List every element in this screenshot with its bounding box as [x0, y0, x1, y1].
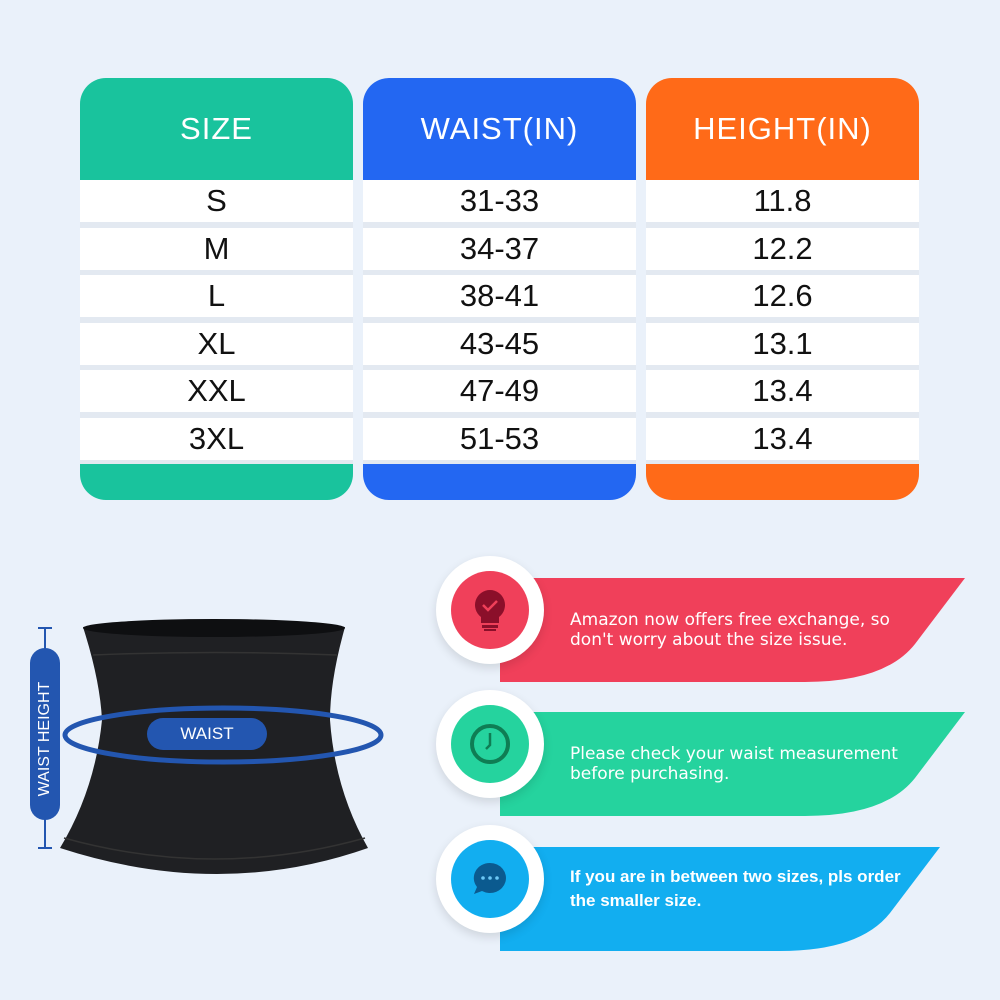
- tip-banner: [500, 578, 965, 682]
- table-cell: M: [80, 227, 353, 270]
- tip-icon-badge: [436, 690, 544, 798]
- table-cell: 38-41: [363, 275, 636, 317]
- tip-text: Please check your waist measurement befo…: [570, 744, 898, 784]
- table-cell: L: [80, 275, 353, 317]
- column-header: HEIGHT(IN): [646, 78, 919, 180]
- waist-label: WAIST: [147, 718, 267, 750]
- table-cell: 12.6: [646, 275, 919, 317]
- waist-height-label: WAIST HEIGHT: [36, 681, 53, 797]
- table-cell: 13.1: [646, 322, 919, 365]
- table-cell: XL: [80, 322, 353, 365]
- table-cell: 31-33: [363, 180, 636, 222]
- tip-banner: [500, 712, 965, 816]
- lightbulb-check-icon: [451, 571, 529, 649]
- table-cell: 3XL: [80, 417, 353, 460]
- column-footer: [646, 464, 919, 500]
- table-cell: 12.2: [646, 227, 919, 270]
- column-footer: [80, 464, 353, 500]
- tip-banner: [500, 847, 940, 951]
- clock-icon: [451, 705, 529, 783]
- column-size: SIZE S M L XL XXL 3XL: [80, 78, 353, 500]
- table-cell: 43-45: [363, 322, 636, 365]
- table-cell: S: [80, 180, 353, 222]
- column-waist: WAIST(IN) 31-33 34-37 38-41 43-45 47-49 51-53: [363, 78, 636, 500]
- column-header: WAIST(IN): [363, 78, 636, 180]
- column-header: SIZE: [80, 78, 353, 180]
- table-cell: 11.8: [646, 180, 919, 222]
- tip-icon-badge: [436, 825, 544, 933]
- table-cell: XXL: [80, 370, 353, 412]
- table-cell: 51-53: [363, 417, 636, 460]
- waist-trainer-image: [30, 619, 384, 874]
- table-cell: 47-49: [363, 370, 636, 412]
- tip-text: If you are in between two sizes, pls ord…: [570, 867, 901, 910]
- chat-bubble-icon: [451, 840, 529, 918]
- column-footer: [363, 464, 636, 500]
- tip-icon-badge: [436, 556, 544, 664]
- tip-text: Amazon now offers free exchange, so don'…: [570, 610, 890, 650]
- table-cell: 13.4: [646, 417, 919, 460]
- column-height: HEIGHT(IN) 11.8 12.2 12.6 13.1 13.4 13.4: [646, 78, 919, 500]
- table-cell: 13.4: [646, 370, 919, 412]
- table-cell: 34-37: [363, 227, 636, 270]
